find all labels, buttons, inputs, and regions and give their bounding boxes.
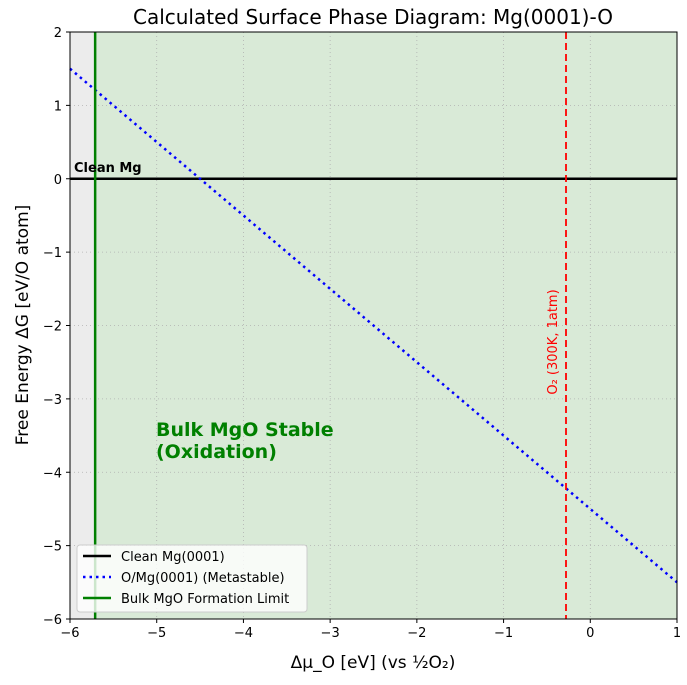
x-axis-label: Δμ_O [eV] (vs ½O₂)	[291, 653, 456, 673]
x-tick-label: −1	[494, 626, 513, 641]
chart-title: Calculated Surface Phase Diagram: Mg(000…	[133, 5, 613, 29]
y-tick-label: −3	[43, 393, 62, 408]
clean-mg-annotation: Clean Mg	[74, 161, 142, 176]
y-axis-label: Free Energy ΔG [eV/O atom]	[13, 205, 33, 446]
legend-label-mgo: Bulk MgO Formation Limit	[121, 592, 289, 607]
x-tick-label: 0	[586, 626, 594, 641]
legend-label-clean: Clean Mg(0001)	[121, 550, 225, 565]
y-tick-label: 1	[54, 99, 62, 114]
legend: Clean Mg(0001) O/Mg(0001) (Metastable) B…	[76, 544, 308, 613]
series-o-mg	[69, 67, 678, 584]
x-tick-label: −3	[321, 626, 340, 641]
plot-frame	[69, 31, 678, 620]
x-tick-label: −2	[407, 626, 426, 641]
o2-reference-label: O₂ (300K, 1atm)	[546, 289, 561, 394]
legend-label-o-mg: O/Mg(0001) (Metastable)	[121, 571, 285, 586]
region-label-line2: (Oxidation)	[156, 441, 277, 463]
legend-box	[76, 544, 308, 613]
x-tick-label: −5	[147, 626, 166, 641]
y-tick-label: −4	[43, 466, 62, 481]
y-tick-label: 2	[54, 26, 62, 41]
y-tick-label: −5	[43, 540, 62, 555]
y-tick-label: −6	[43, 613, 62, 628]
x-tick-label: 1	[673, 626, 681, 641]
x-tick-label: −4	[234, 626, 253, 641]
y-tick-label: −1	[43, 246, 62, 261]
x-tick-label: −6	[60, 626, 79, 641]
region-label-line1: Bulk MgO Stable	[156, 419, 334, 441]
y-tick-label: 0	[54, 173, 62, 188]
y-tick-label: −2	[43, 320, 62, 335]
